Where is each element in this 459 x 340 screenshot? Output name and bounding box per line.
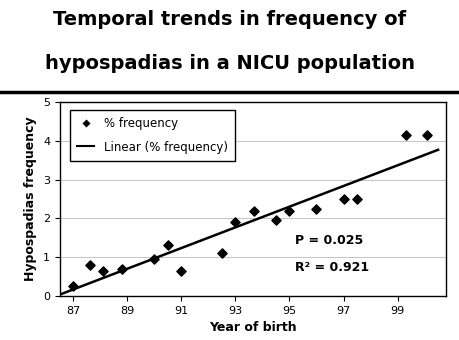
Point: [69, 284, 77, 289]
Point: [86, 262, 93, 268]
Point: [164, 243, 171, 248]
Point: [312, 206, 319, 211]
Point: [218, 251, 225, 256]
Point: [285, 208, 292, 213]
Point: [401, 132, 409, 138]
Point: [423, 132, 430, 138]
Point: [99, 268, 106, 273]
Point: [339, 196, 347, 202]
Text: Temporal trends in frequency of: Temporal trends in frequency of: [53, 10, 406, 29]
Text: P = 0.025: P = 0.025: [294, 234, 362, 248]
X-axis label: Year of birth: Year of birth: [209, 321, 296, 334]
Point: [177, 268, 185, 273]
Point: [118, 267, 125, 272]
Point: [231, 219, 239, 225]
Y-axis label: Hypospadias frequency: Hypospadias frequency: [24, 117, 37, 281]
Point: [250, 208, 257, 213]
Point: [272, 218, 279, 223]
Text: hypospadias in a NICU population: hypospadias in a NICU population: [45, 54, 414, 73]
Point: [353, 196, 360, 202]
Text: R² = 0.921: R² = 0.921: [294, 261, 368, 274]
Legend: % frequency, Linear (% frequency): % frequency, Linear (% frequency): [69, 110, 235, 160]
Point: [151, 256, 158, 262]
